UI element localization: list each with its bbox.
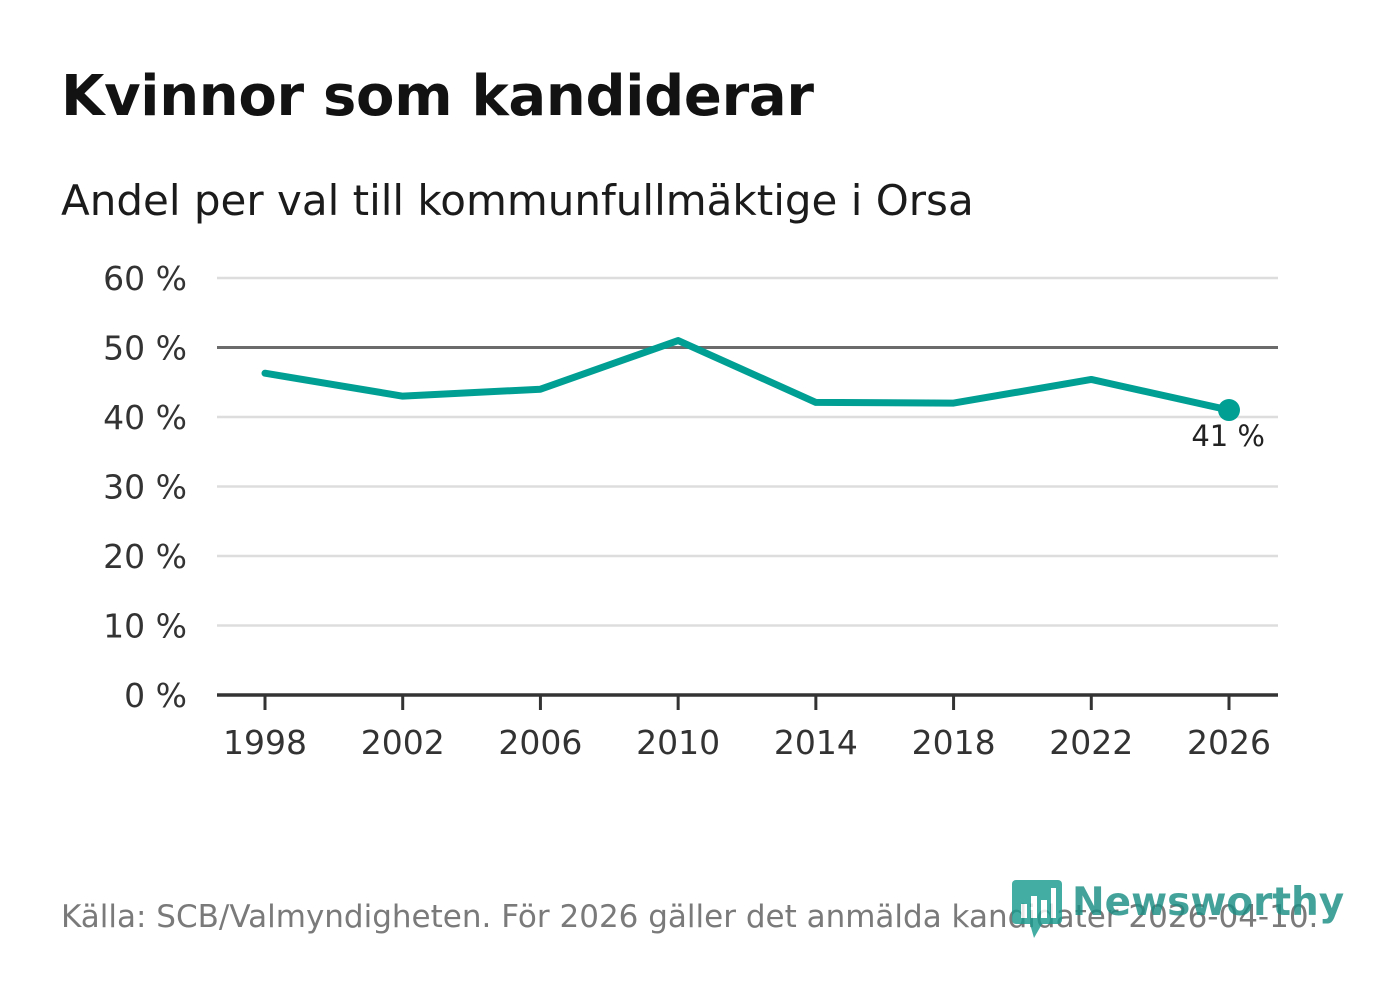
end-value-label: 41 % xyxy=(1191,419,1265,453)
data-labels: 41 % xyxy=(1191,419,1265,453)
x-tick-label: 2026 xyxy=(1187,723,1271,762)
y-tick-label: 10 % xyxy=(103,607,187,646)
series-line xyxy=(261,337,1233,414)
brand-name: Newsworthy xyxy=(1072,880,1345,925)
x-tick-label: 2010 xyxy=(636,723,720,762)
bar-chart-logo-icon xyxy=(1012,880,1062,938)
y-tick-label: 40 % xyxy=(103,398,187,437)
y-tick-label: 0 % xyxy=(124,676,187,715)
y-axis-ticks: 0 % 10 % 20 % 30 % 40 % 50 % 60 % xyxy=(103,259,187,715)
source-note: Källa: SCB/Valmyndigheten. För 2026 gäll… xyxy=(61,899,1319,935)
series-layer xyxy=(261,337,1240,422)
x-tick-label: 2014 xyxy=(774,723,858,762)
brand-logo[interactable]: Newsworthy xyxy=(1012,880,1344,940)
y-tick-label: 50 % xyxy=(103,329,187,368)
x-tick-label: 2022 xyxy=(1049,723,1133,762)
x-tick-label: 2002 xyxy=(361,723,445,762)
end-point-marker[interactable] xyxy=(1218,399,1240,422)
x-axis-ticks: 1998 2002 2006 2010 2014 2018 2022 2026 xyxy=(223,695,1271,762)
y-tick-label: 60 % xyxy=(103,259,187,298)
x-tick-label: 1998 xyxy=(223,723,307,762)
y-tick-label: 20 % xyxy=(103,537,187,576)
chart-title: Kvinnor som kandiderar xyxy=(61,64,814,129)
x-tick-label: 2018 xyxy=(912,723,996,762)
chart-subtitle: Andel per val till kommunfullmäktige i O… xyxy=(61,176,974,225)
x-tick-label: 2006 xyxy=(498,723,582,762)
grid-layer xyxy=(217,276,1278,697)
y-tick-label: 30 % xyxy=(103,468,187,507)
